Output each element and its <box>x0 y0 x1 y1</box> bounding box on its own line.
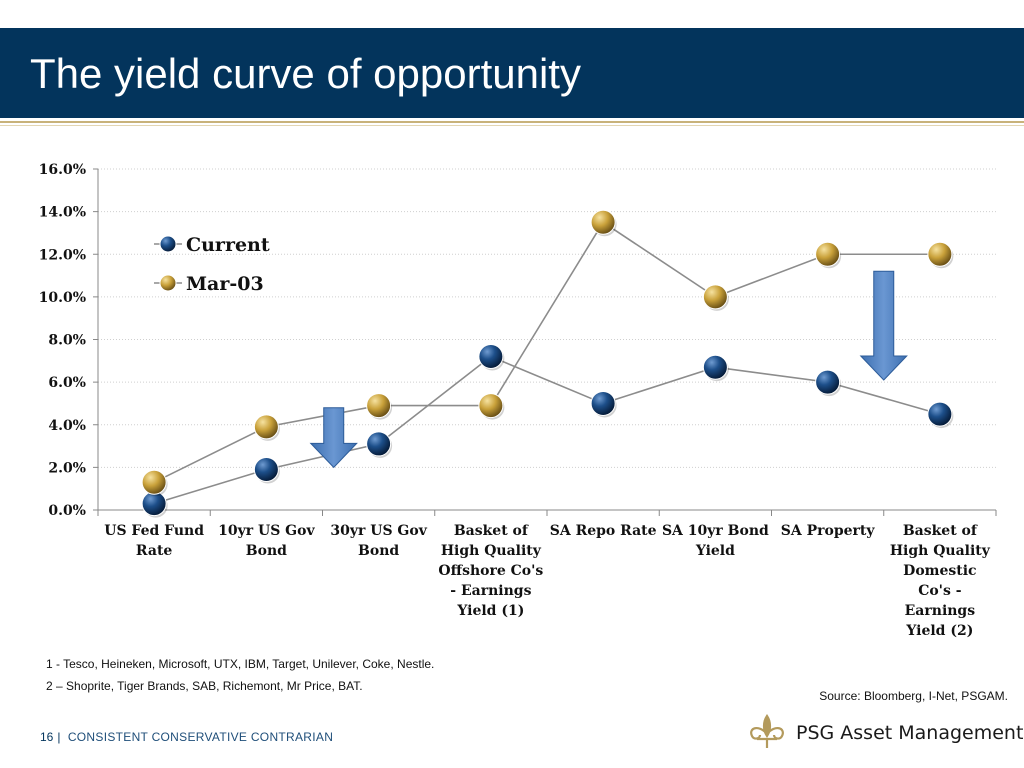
footer: 16 | CONSISTENT CONSERVATIVE CONTRARIAN <box>40 730 333 744</box>
footnote-2: 2 – Shoprite, Tiger Brands, SAB, Richemo… <box>46 679 363 693</box>
x-tick-label: 30yr US Gov Bond <box>330 523 427 559</box>
footnote-1: 1 - Tesco, Heineken, Microsoft, UTX, IBM… <box>46 657 435 671</box>
title-divider <box>0 121 1024 123</box>
data-point <box>141 469 167 495</box>
yield-curve-chart: 0.0% 2.0% 4.0% 6.0% 8.0% 10.0% 12.0% 14.0% 16.0%… <box>39 162 997 639</box>
data-point <box>590 209 616 235</box>
x-tick-label: 10yr US Gov Bond <box>218 523 315 559</box>
title-divider-thin <box>0 125 1024 126</box>
data-point <box>478 393 504 419</box>
x-tick-label: Basket of High Quality Domestic Co's -Earni… <box>890 523 991 639</box>
down-arrow <box>859 270 908 381</box>
logo-text: PSG Asset Management <box>796 722 1024 744</box>
y-tick-label: 12.0% <box>39 247 86 263</box>
x-tick-label: Basket of High Quality Offshore Co's - Earn… <box>438 523 543 619</box>
x-tick-label: SA Property <box>781 523 876 539</box>
legend-label: Mar-03 <box>186 273 264 295</box>
data-point <box>702 284 728 310</box>
data-point <box>927 241 953 267</box>
y-tick-label: 6.0% <box>48 375 86 391</box>
down-arrow <box>309 407 358 469</box>
data-point <box>253 457 279 483</box>
footer-tagline: CONSISTENT CONSERVATIVE CONTRARIAN <box>67 730 334 744</box>
data-point <box>478 344 504 370</box>
x-tick-label: SA 10yr Bond Yield <box>662 523 769 559</box>
legend-label: Current <box>186 234 270 256</box>
legend-marker <box>159 274 177 292</box>
page-title: The yield curve of opportunity <box>30 50 581 97</box>
y-tick-label: 10.0% <box>39 290 86 306</box>
x-tick-label: US Fed Fund Rate <box>104 523 204 559</box>
footer-separator: | <box>57 730 61 744</box>
y-tick-label: 4.0% <box>48 418 86 434</box>
data-point <box>702 354 728 380</box>
y-tick-label: 8.0% <box>48 333 86 349</box>
data-point <box>366 393 392 419</box>
data-point <box>590 390 616 416</box>
y-tick-label: 2.0% <box>48 460 86 476</box>
data-point <box>253 414 279 440</box>
title-bar: The yield curve of opportunity <box>0 28 1024 118</box>
series-line <box>153 221 940 484</box>
x-tick-label: SA Repo Rate <box>550 523 657 539</box>
data-point <box>815 241 841 267</box>
fleur-de-lis-icon <box>750 714 784 748</box>
data-point <box>815 369 841 395</box>
page-number: 16 <box>40 730 54 744</box>
y-tick-label: 0.0% <box>48 503 86 519</box>
data-point <box>366 431 392 457</box>
legend-marker <box>159 235 177 253</box>
data-point <box>927 401 953 427</box>
company-logo: PSG Asset Management <box>744 712 1023 752</box>
y-tick-label: 14.0% <box>39 205 86 221</box>
series-line <box>153 355 941 505</box>
y-tick-label: 16.0% <box>39 162 86 178</box>
source-note: Source: Bloomberg, I-Net, PSGAM. <box>819 689 1008 703</box>
